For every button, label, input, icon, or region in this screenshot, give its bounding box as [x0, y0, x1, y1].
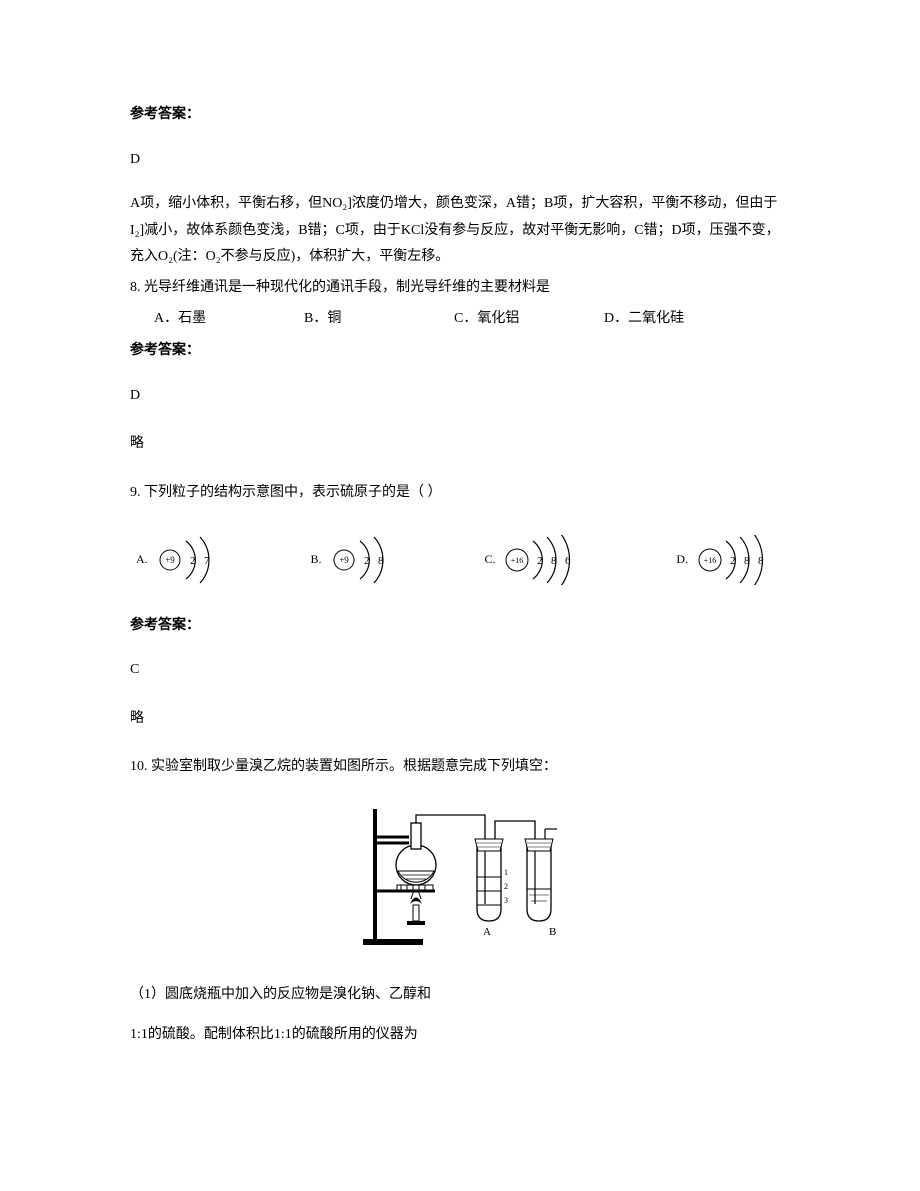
- svg-text:+9: +9: [339, 555, 349, 565]
- q9-atom-b: B. +9 2 8: [311, 535, 400, 585]
- svg-text:6: 6: [565, 555, 571, 567]
- svg-text:B: B: [549, 926, 556, 938]
- ref-answer-heading-3: 参考答案：: [130, 613, 790, 640]
- q10-line1: （1）圆底烧瓶中加入的反应物是溴化钠、乙醇和: [130, 982, 790, 1009]
- svg-text:2: 2: [364, 555, 370, 567]
- q8-option-b: B．铜: [304, 306, 454, 333]
- q9-label-a: A.: [136, 548, 148, 571]
- svg-text:+9: +9: [165, 555, 175, 565]
- q8-option-d: D．二氧化硅: [604, 306, 754, 333]
- q9-label-c: C.: [484, 548, 495, 571]
- q8-option-c: C．氧化铝: [454, 306, 604, 333]
- apparatus-diagram-icon: 1 2 3 A B: [355, 799, 565, 949]
- svg-text:2: 2: [190, 555, 196, 567]
- svg-text:2: 2: [730, 555, 736, 567]
- q9-answer: C: [130, 657, 790, 684]
- svg-text:+16: +16: [704, 556, 717, 565]
- ref-answer-heading-1: 参考答案：: [130, 102, 790, 129]
- q8-option-a: A．石墨: [154, 306, 304, 333]
- svg-text:7: 7: [204, 555, 210, 567]
- svg-text:2: 2: [504, 882, 508, 891]
- svg-text:3: 3: [504, 896, 508, 905]
- svg-text:+16: +16: [511, 556, 524, 565]
- q9-label-d: D.: [676, 548, 688, 571]
- q9-stem: 9. 下列粒子的结构示意图中，表示硫原子的是（ ）: [130, 480, 790, 507]
- svg-text:8: 8: [744, 555, 750, 567]
- svg-text:A: A: [483, 926, 491, 938]
- svg-text:2: 2: [537, 555, 543, 567]
- q8-options: A．石墨 B．铜 C．氧化铝 D．二氧化硅: [154, 306, 790, 333]
- svg-text:8: 8: [551, 555, 557, 567]
- atom-diagram-icon: +9 2 7: [152, 535, 226, 585]
- q8-stem: 8. 光导纤维通讯是一种现代化的通讯手段，制光导纤维的主要材料是: [130, 275, 790, 302]
- svg-text:8: 8: [378, 555, 384, 567]
- q7-explanation: A项，缩小体积，平衡右移，但NO₂]浓度仍增大，颜色变深，A错；B项，扩大容积，…: [130, 191, 790, 271]
- q9-explanation: 略: [130, 706, 790, 733]
- atom-diagram-icon: +16 2 8 6: [499, 535, 591, 585]
- q8-explanation: 略: [130, 431, 790, 458]
- svg-text:1: 1: [504, 868, 508, 877]
- q8-answer: D: [130, 383, 790, 410]
- q10-stem: 10. 实验室制取少量溴乙烷的装置如图所示。根据题意完成下列填空：: [130, 754, 790, 781]
- q10-apparatus: 1 2 3 A B: [130, 799, 790, 960]
- q9-label-b: B.: [311, 548, 322, 571]
- atom-diagram-icon: +9 2 8: [326, 535, 400, 585]
- q7-answer: D: [130, 147, 790, 174]
- q10-line2: 1:1的硫酸。配制体积比1:1的硫酸所用的仪器为: [130, 1022, 790, 1049]
- q9-atom-a: A. +9 2 7: [136, 535, 226, 585]
- q9-atom-c: C. +16 2 8 6: [484, 535, 591, 585]
- ref-answer-heading-2: 参考答案：: [130, 338, 790, 365]
- atom-diagram-icon: +16 2 8 8: [692, 535, 784, 585]
- q9-atom-d: D. +16 2 8 8: [676, 535, 784, 585]
- svg-text:8: 8: [758, 555, 764, 567]
- q9-atom-diagrams: A. +9 2 7 B. +9 2 8 C. +16 2 8: [136, 535, 784, 585]
